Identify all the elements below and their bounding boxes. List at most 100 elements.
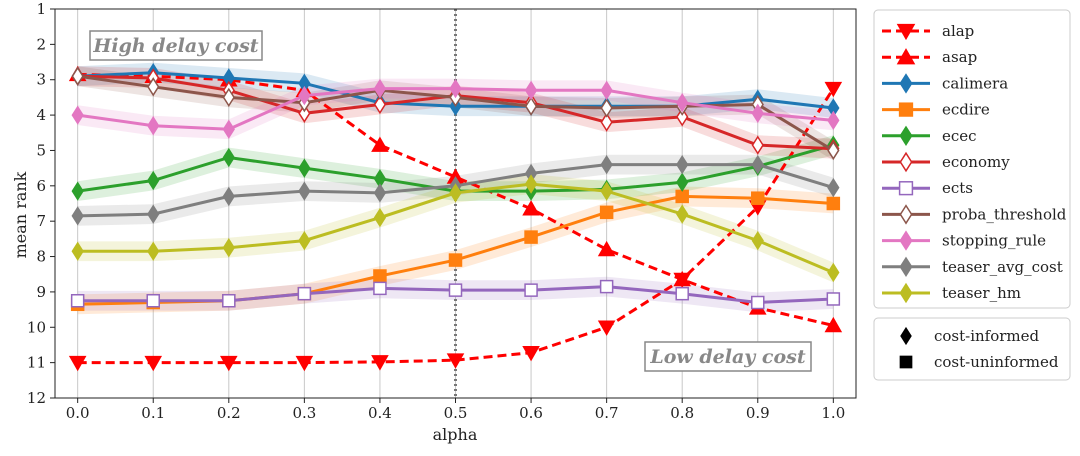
point-proba-threshold [71, 66, 84, 86]
y-tick-label: 6 [36, 177, 46, 195]
legend-label: calimera [942, 74, 1008, 92]
annotation-high: High delay cost [89, 30, 263, 61]
y-tick-label: 8 [36, 248, 46, 266]
point-teaser-hm [676, 204, 689, 224]
point-ects [826, 292, 841, 306]
point-economy [751, 135, 764, 155]
legend-label: ects [942, 179, 973, 197]
point-teaser-avg-cost [222, 186, 235, 207]
point-ects [146, 294, 160, 308]
legend-label: economy [942, 153, 1010, 171]
point-ects [524, 283, 538, 297]
marker-legend-label: cost-uninformed [934, 353, 1059, 371]
point-stopping-rule [827, 110, 840, 131]
legend-label: asap [942, 48, 977, 66]
x-tick-label: 1.0 [821, 404, 845, 422]
legend-item-stopping-rule: stopping_rule [882, 230, 1046, 251]
point-ecdire [751, 191, 765, 205]
x-axis-ticks: 0.0 0.1 0.2 0.3 0.4 0.5 0.6 0.7 0.8 0.9 1.0 [66, 398, 845, 422]
legend-marker [899, 73, 913, 94]
marker-legend: cost-informed cost-uninformed [873, 317, 1071, 381]
point-alap [824, 81, 843, 98]
point-teaser-avg-cost [71, 206, 84, 226]
legend-item-ecec: ecec [882, 125, 977, 146]
band-stopping-rule [77, 78, 834, 140]
x-tick-label: 0.8 [670, 404, 694, 422]
legend-marker [899, 125, 913, 146]
point-economy [373, 94, 387, 115]
marker-legend-item-cost-informed: cost-informed [900, 326, 1040, 346]
y-tick-label: 3 [36, 71, 46, 89]
point-stopping-rule [373, 78, 387, 99]
x-tick-label: 0.5 [444, 404, 468, 422]
point-proba-threshold [147, 77, 160, 97]
band-calimera [77, 62, 834, 118]
point-ecdire [675, 189, 689, 204]
point-ecdire [524, 230, 538, 244]
point-ects [675, 286, 689, 301]
point-ects [751, 295, 765, 310]
series-lines [68, 63, 843, 372]
legend-item-ecdire: ecdire [882, 101, 990, 119]
y-tick-label: 10 [27, 318, 46, 336]
point-stopping-rule [449, 78, 462, 99]
point-ecec [298, 158, 311, 178]
point-proba-threshold [827, 140, 840, 161]
point-asap [597, 240, 616, 257]
point-ects [297, 286, 312, 301]
x-tick-label: 0.4 [368, 404, 392, 422]
legend-item-teaser-avg-cost: teaser_avg_cost [882, 256, 1063, 277]
point-stopping-rule [751, 103, 764, 123]
point-alap [446, 353, 465, 369]
point-teaser-avg-cost [676, 154, 689, 175]
series-teaser-hm [71, 174, 840, 283]
point-alap [522, 345, 540, 362]
legend-item-alap: alap [882, 22, 974, 41]
series-stopping-rule [71, 78, 840, 139]
point-ects [599, 279, 614, 294]
point-ects [448, 283, 463, 297]
legend-marker [899, 151, 913, 173]
y-tick-label: 1 [36, 0, 46, 18]
point-teaser-hm [71, 241, 84, 261]
point-teaser-hm [600, 181, 613, 201]
legend-item-economy: economy [882, 151, 1010, 173]
annotation-low-delay-cost: Low delay cost [649, 346, 805, 368]
point-asap [371, 136, 389, 152]
legend-marker [896, 48, 916, 65]
point-ecec [147, 170, 160, 191]
point-asap [673, 270, 691, 287]
point-ects [70, 294, 85, 308]
point-teaser-avg-cost [373, 183, 387, 203]
x-tick-label: 0.0 [66, 404, 90, 422]
legend-label: proba_threshold [942, 205, 1067, 223]
y-tick-label: 12 [27, 389, 46, 407]
series-alap [68, 81, 843, 372]
point-ecdire [448, 253, 463, 267]
y-tick-label: 7 [36, 212, 46, 230]
line-asap [77, 72, 834, 327]
x-tick-label: 0.9 [746, 404, 770, 422]
annotation-low: Low delay cost [644, 341, 812, 372]
x-tick-label: 0.2 [217, 404, 241, 422]
point-stopping-rule [298, 85, 311, 106]
legend-marker [896, 23, 916, 41]
point-alap [295, 355, 314, 372]
legend-label: alap [942, 22, 974, 40]
point-teaser-avg-cost [298, 181, 311, 201]
point-proba-threshold [600, 98, 613, 118]
point-economy [676, 107, 689, 127]
legend-item-asap: asap [882, 48, 977, 66]
point-teaser-avg-cost [827, 177, 840, 198]
point-ects [373, 281, 387, 296]
point-stopping-rule [676, 93, 689, 113]
marker-legend-label: cost-informed [934, 327, 1040, 345]
legend-marker [898, 102, 914, 117]
point-ecdire [826, 196, 841, 211]
point-teaser-hm [373, 207, 387, 228]
point-teaser-hm [147, 241, 160, 261]
point-asap [522, 200, 540, 216]
legend-item-teaser-hm: teaser_hm [882, 282, 1021, 304]
y-tick-label: 11 [27, 354, 46, 372]
